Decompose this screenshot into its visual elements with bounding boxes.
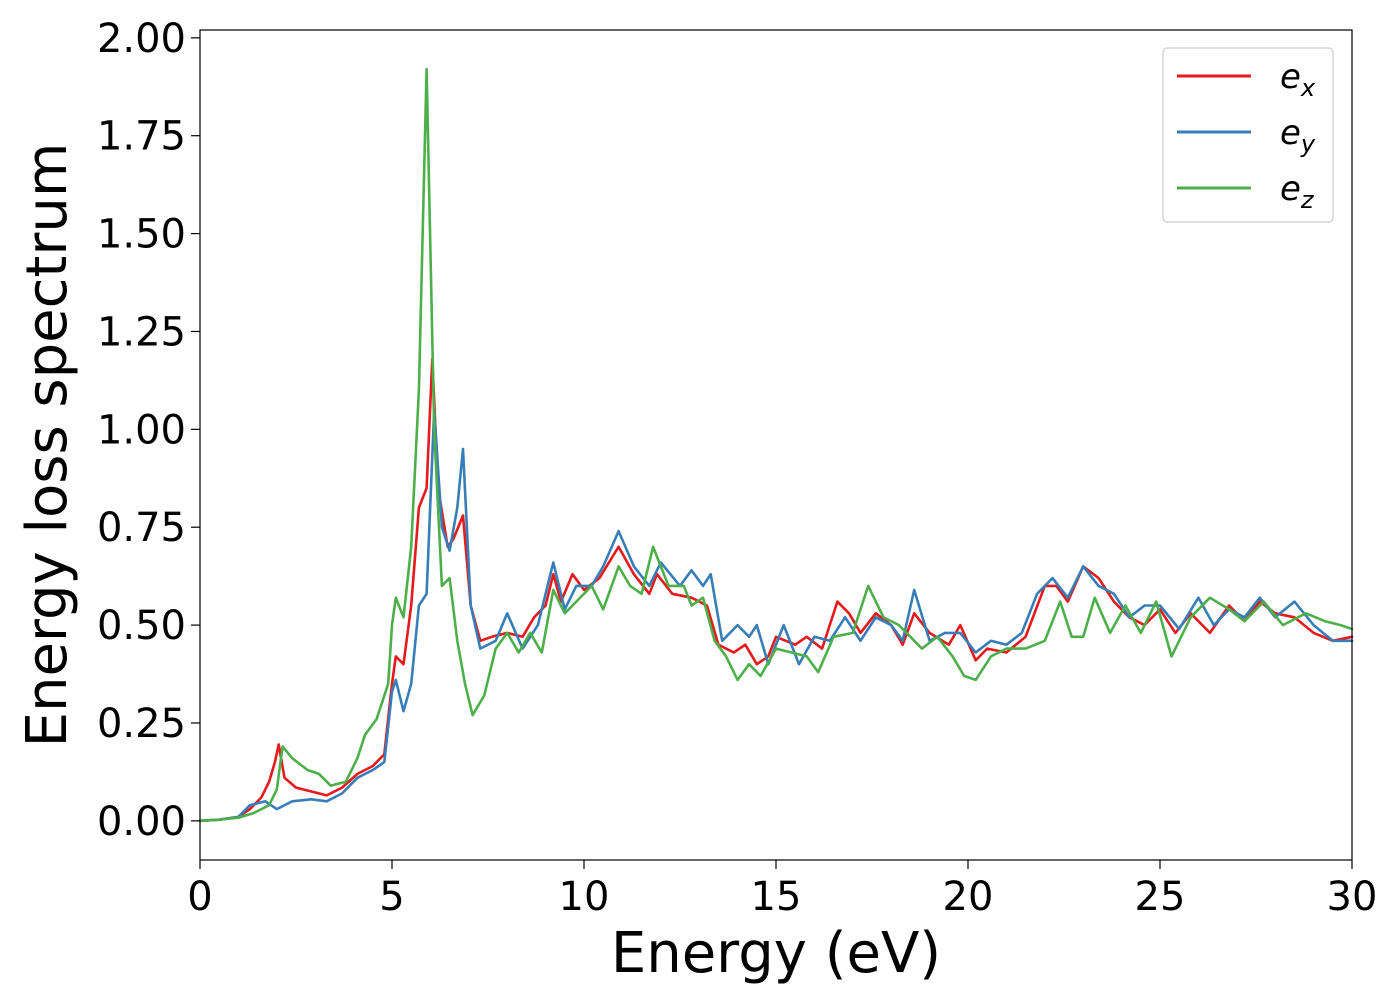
x-axis-label: Energy (eV): [611, 921, 941, 986]
y-tick-label: 1.00: [97, 407, 186, 453]
x-tick-label: 20: [943, 874, 994, 920]
y-axis-label: Energy loss spectrum: [15, 143, 80, 748]
plot-area: [200, 30, 1352, 860]
x-tick-label: 0: [187, 874, 212, 920]
y-tick-label: 1.75: [97, 114, 186, 160]
legend-label-y: ey: [1280, 113, 1316, 158]
x-tick-label: 15: [751, 874, 802, 920]
series-line-y: [198, 408, 1354, 823]
series-layer: [198, 67, 1354, 823]
x-axis: 0 5 10 15 20 25 30: [187, 860, 1377, 920]
x-tick-label: 5: [379, 874, 404, 920]
series-line-z: [198, 67, 1354, 823]
legend: ex ey ez: [1162, 47, 1334, 223]
y-tick-label: 2.00: [97, 16, 186, 62]
y-tick-label: 0.75: [97, 505, 186, 551]
y-tick-label: 0.25: [97, 701, 186, 747]
legend-box: [1162, 47, 1334, 223]
y-tick-label: 0.00: [97, 799, 186, 845]
legend-label-z: ez: [1280, 169, 1315, 214]
y-axis: 0.00 0.25 0.50 0.75 1.00 1.25 1.50 1.75 2.00: [97, 16, 200, 845]
x-tick-label: 30: [1327, 874, 1378, 920]
series-line-x: [198, 357, 1354, 823]
legend-label-x: ex: [1280, 57, 1316, 102]
x-tick-label: 10: [559, 874, 610, 920]
y-tick-label: 1.50: [97, 212, 186, 258]
x-tick-label: 25: [1135, 874, 1186, 920]
y-tick-label: 1.25: [97, 309, 186, 355]
y-tick-label: 0.50: [97, 603, 186, 649]
